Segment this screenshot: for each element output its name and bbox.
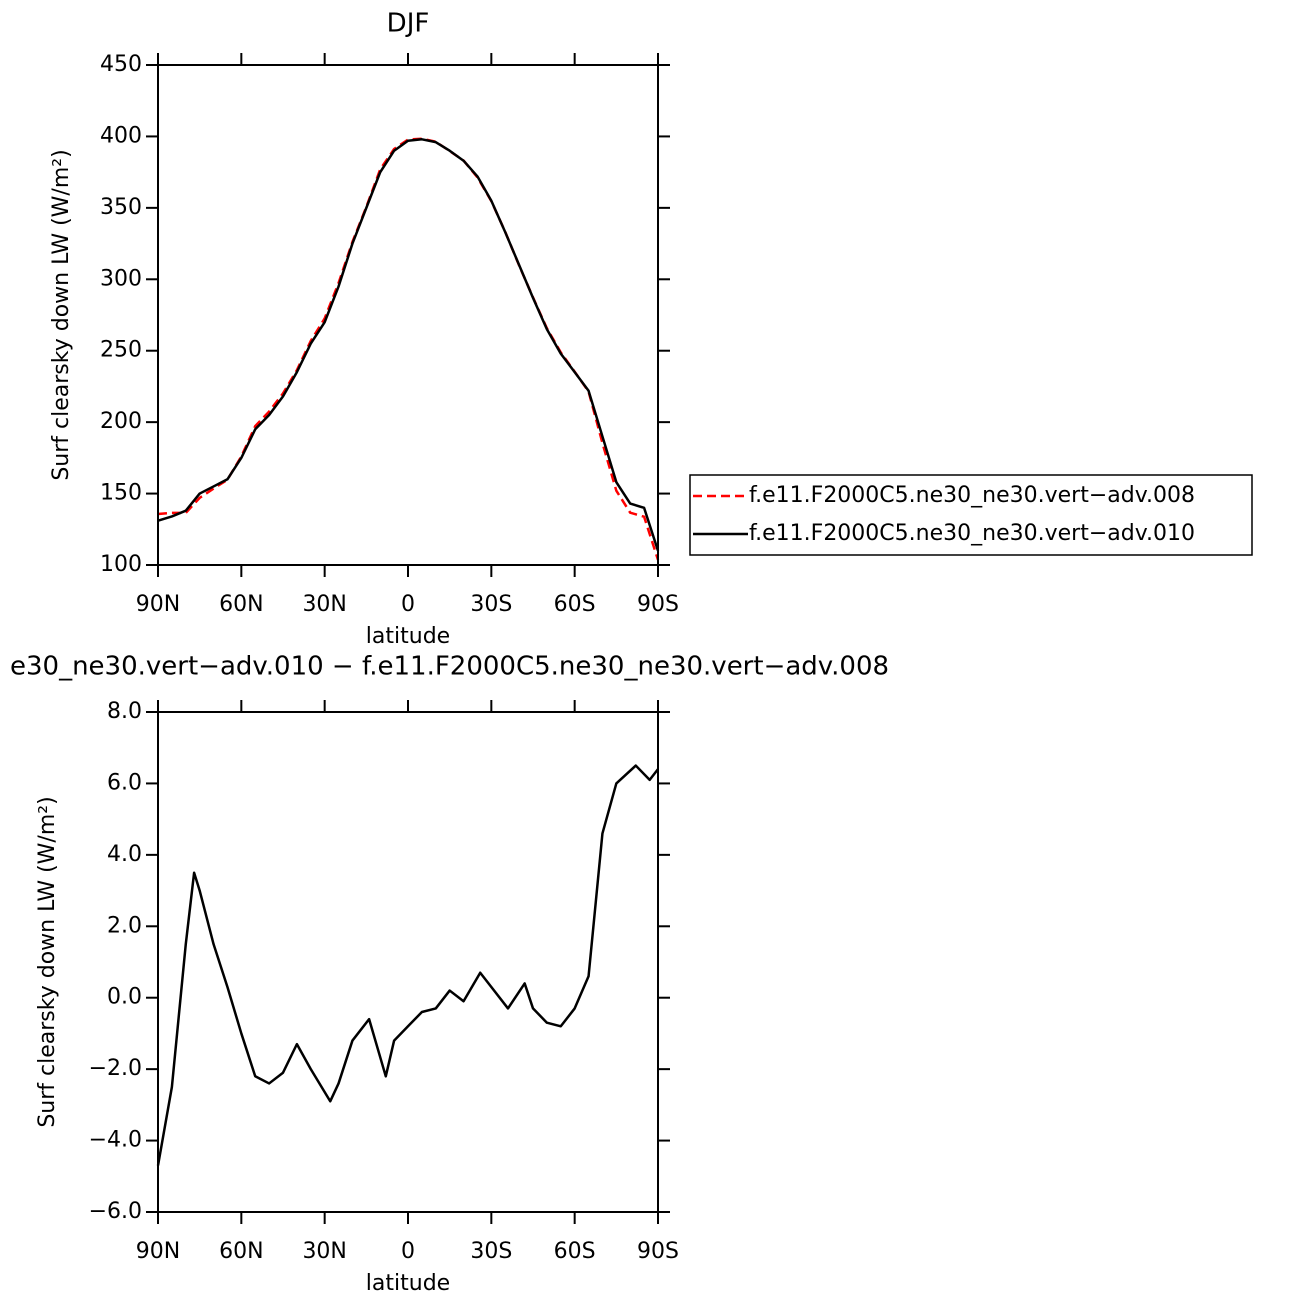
x-tick-label: 0 <box>401 592 415 617</box>
x-tick-label: 60N <box>219 592 263 617</box>
chart-title: DJF <box>387 9 430 39</box>
x-tick-label: 30N <box>302 592 346 617</box>
y-tick-label: −6.0 <box>89 1199 142 1224</box>
x-tick-label: 90S <box>637 1239 679 1264</box>
x-tick-label: 90S <box>637 592 679 617</box>
x-tick-label: 90N <box>136 1239 180 1264</box>
chart-title: e30_ne30.vert−adv.010 − f.e11.F2000C5.ne… <box>10 652 889 682</box>
y-tick-label: 450 <box>100 52 142 77</box>
legend-label: f.e11.F2000C5.ne30_ne30.vert−adv.008 <box>749 483 1195 508</box>
legend-frame <box>689 474 1253 556</box>
x-tick-label: 90N <box>136 592 180 617</box>
legend-label: f.e11.F2000C5.ne30_ne30.vert−adv.010 <box>749 521 1195 546</box>
x-tick-label: 30S <box>470 592 512 617</box>
y-tick-label: 2.0 <box>107 913 142 938</box>
x-tick-label: 30N <box>302 1239 346 1264</box>
y-tick-label: 100 <box>100 552 142 577</box>
y-tick-label: −2.0 <box>89 1056 142 1081</box>
plot-frame <box>157 711 659 1213</box>
plot-frame <box>157 64 659 566</box>
panel: e30_ne30.vert−adv.010 − f.e11.F2000C5.ne… <box>10 652 889 1297</box>
y-axis-label: Surf clearsky down LW (W/m²) <box>49 149 74 480</box>
y-tick-label: 8.0 <box>107 699 142 724</box>
y-tick-label: 350 <box>100 195 142 220</box>
data-line <box>157 138 660 552</box>
x-tick-label: 30S <box>470 1239 512 1264</box>
data-line <box>156 764 659 1166</box>
y-tick-label: 250 <box>100 338 142 363</box>
x-tick-label: 0 <box>401 1239 415 1264</box>
y-tick-label: 6.0 <box>107 770 142 795</box>
y-tick-label: 0.0 <box>107 985 142 1010</box>
data-line <box>157 137 660 561</box>
legend: f.e11.F2000C5.ne30_ne30.vert−adv.008 f.e1… <box>689 474 1253 556</box>
y-axis-label: Surf clearsky down LW (W/m²) <box>35 796 60 1127</box>
y-tick-label: 150 <box>100 481 142 506</box>
y-tick-label: 4.0 <box>107 842 142 867</box>
x-axis-label: latitude <box>366 1271 450 1296</box>
x-axis-label: latitude <box>366 624 450 649</box>
x-tick-label: 60N <box>219 1239 263 1264</box>
x-tick-label: 60S <box>554 1239 596 1264</box>
panel: DJF 100 150 200 250 300 350 400 450 90N 60N 30N 0 30S… <box>49 9 1253 649</box>
y-tick-label: 400 <box>100 123 142 148</box>
y-tick-label: −4.0 <box>89 1128 142 1153</box>
x-tick-label: 60S <box>554 592 596 617</box>
y-tick-label: 300 <box>100 266 142 291</box>
y-tick-label: 200 <box>100 409 142 434</box>
